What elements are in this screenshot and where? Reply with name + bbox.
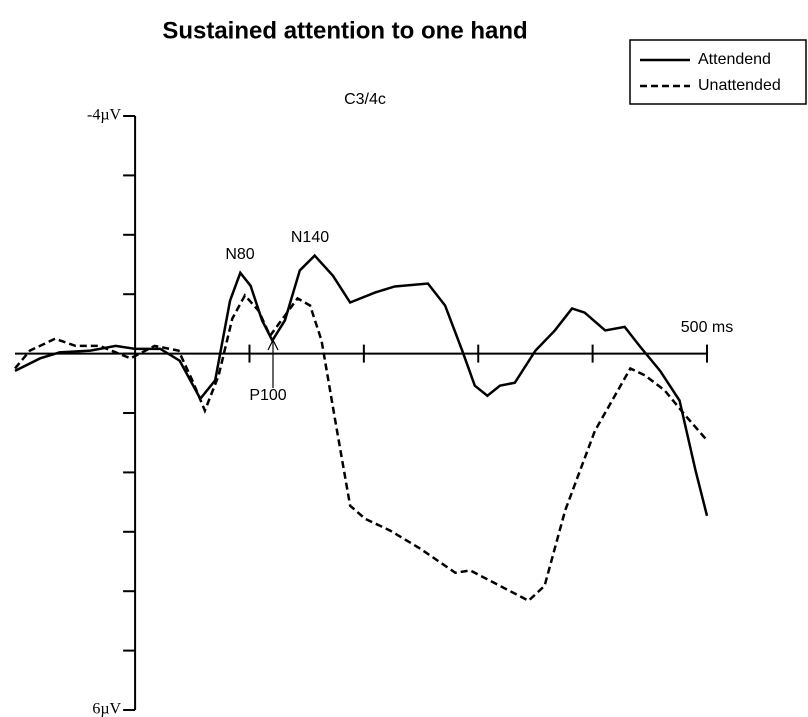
y-tick-label: 6µV: [92, 701, 121, 717]
legend-box: [629, 39, 807, 105]
annotation: N140: [291, 229, 329, 246]
x-tick-label: 500 ms: [681, 319, 733, 336]
data-line: [14, 253, 709, 517]
chart-title: Sustained attention to one hand: [162, 17, 527, 44]
chart-subtitle: C3/4c: [344, 91, 386, 108]
legend-label: Attendend: [698, 51, 771, 68]
data-line: [14, 293, 708, 603]
y-tick-label: -4µV: [87, 107, 122, 124]
annotation: P100: [249, 387, 286, 404]
legend-label: Unattended: [698, 77, 781, 94]
annotation: N80: [225, 246, 254, 263]
